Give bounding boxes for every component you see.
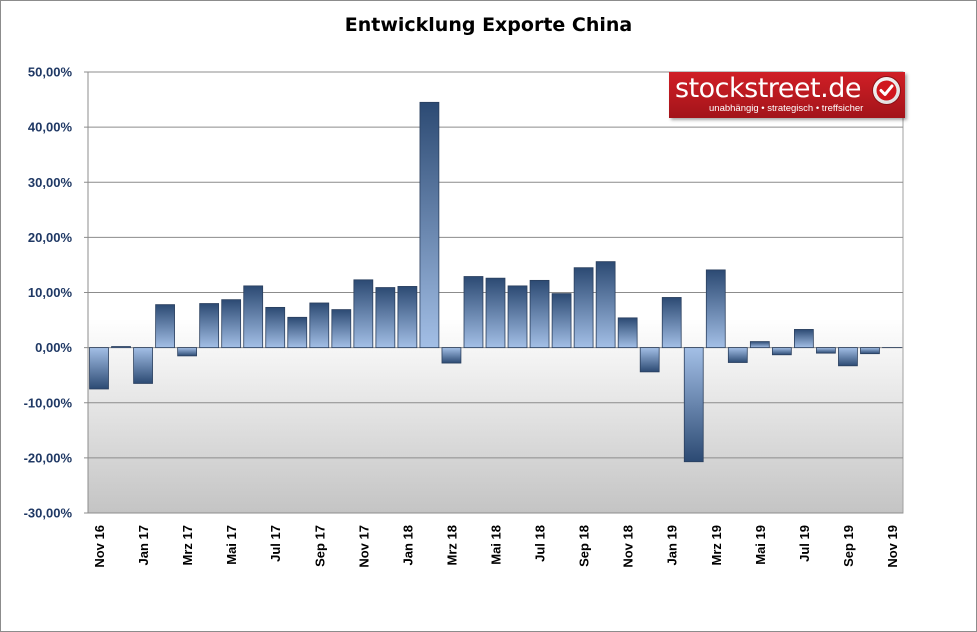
x-tick-label: Jan 17 <box>136 525 151 565</box>
bar <box>463 276 484 349</box>
bar <box>89 347 109 390</box>
bar <box>485 277 506 349</box>
bar <box>617 317 638 349</box>
x-tick-label: Nov 17 <box>356 525 371 568</box>
bar <box>507 285 528 349</box>
bar <box>551 293 572 349</box>
bar <box>683 347 704 463</box>
bars <box>89 101 902 463</box>
bar <box>353 279 374 349</box>
bar <box>816 347 836 354</box>
chart-title: Entwicklung Exporte China <box>344 14 633 36</box>
x-tick-label: Nov 19 <box>885 525 900 568</box>
x-axis: Nov 16 Jan 17 Mrz 17 Mai 17 Jul 17 Sep 17 Nov … <box>92 525 900 568</box>
bar <box>749 341 770 349</box>
y-axis: 50,00% 40,00% 30,00% 20,00% 10,00% 0,00% -10,0… <box>24 65 89 521</box>
bar <box>705 269 726 349</box>
bar <box>794 329 814 349</box>
x-tick-label: Nov 18 <box>621 525 636 568</box>
bar <box>441 347 462 364</box>
x-tick-label: Mrz 17 <box>180 525 195 565</box>
x-tick-label: Sep 18 <box>577 525 592 567</box>
bar <box>243 285 264 349</box>
bar <box>419 101 440 349</box>
y-tick-label: 10,00% <box>28 285 73 300</box>
x-tick-label: Jul 18 <box>533 525 548 562</box>
y-tick-label: -20,00% <box>24 450 73 465</box>
bar <box>397 286 418 349</box>
y-tick-label: 40,00% <box>28 120 73 135</box>
y-tick-label: 20,00% <box>28 230 73 245</box>
bar <box>860 347 880 355</box>
x-tick-label: Sep 17 <box>312 525 327 567</box>
x-tick-label: Jan 19 <box>665 525 680 565</box>
x-tick-label: Mrz 18 <box>444 525 459 565</box>
x-tick-label: Sep 19 <box>841 525 856 567</box>
bar <box>155 304 175 349</box>
bar <box>221 299 242 349</box>
bar <box>573 267 594 349</box>
bar <box>111 346 131 349</box>
logo-text: stockstreet.de <box>675 73 861 104</box>
bar <box>177 347 197 357</box>
x-tick-label: Mai 17 <box>224 525 239 565</box>
bar <box>287 316 308 349</box>
x-tick-label: Jan 18 <box>400 525 415 565</box>
bar <box>309 302 330 349</box>
bar <box>331 309 352 349</box>
x-tick-label: Mai 18 <box>489 525 504 565</box>
logo-tagline: unabhängig • strategisch • treffsicher <box>709 103 864 114</box>
bar <box>661 297 682 349</box>
y-tick-label: -30,00% <box>24 506 73 521</box>
x-tick-label: Mrz 19 <box>709 525 724 565</box>
checkmark-icon <box>873 77 900 104</box>
y-tick-label: 30,00% <box>28 175 73 190</box>
bar <box>838 347 858 367</box>
bar <box>199 303 220 349</box>
bar <box>529 279 550 349</box>
bar <box>771 347 792 356</box>
bar <box>375 287 396 349</box>
y-tick-label: -10,00% <box>24 395 73 410</box>
bar <box>595 261 616 349</box>
stockstreet-logo: stockstreet.de unabhängig • strategisch … <box>669 72 905 118</box>
bar <box>639 347 660 373</box>
x-tick-label: Jul 17 <box>268 525 283 562</box>
y-tick-label: 50,00% <box>28 65 73 80</box>
bar <box>727 347 748 363</box>
bar <box>265 306 286 349</box>
x-tick-label: Jul 19 <box>797 525 812 562</box>
bar <box>133 347 153 384</box>
x-tick-label: Mai 19 <box>753 525 768 565</box>
y-tick-label: 0,00% <box>35 340 72 355</box>
x-tick-label: Nov 16 <box>92 525 107 568</box>
